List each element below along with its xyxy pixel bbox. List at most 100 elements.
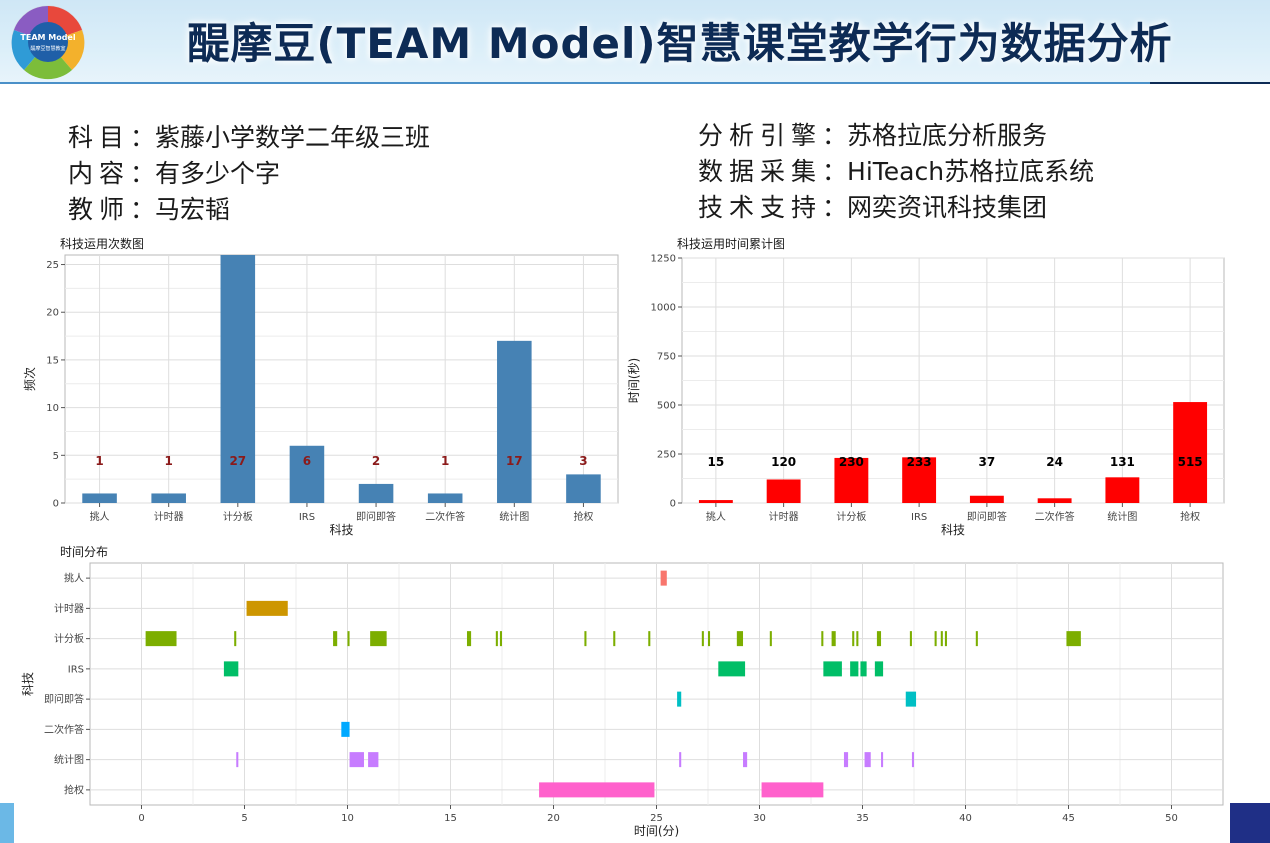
timeline-segment (246, 600, 288, 616)
timeline-segment (333, 631, 338, 647)
data-label: 1 (95, 454, 103, 468)
info-teacher: 教师：马宏韬 (68, 195, 231, 224)
y-tick-label: 计分板 (54, 632, 84, 645)
y-tick-label: 25 (46, 260, 59, 271)
y-tick-label: 挑人 (64, 572, 84, 585)
timeline-segment (701, 631, 704, 647)
timeline-segment (236, 752, 239, 768)
y-tick-label: 750 (657, 352, 676, 363)
data-label: 131 (1110, 455, 1135, 469)
timeline-segment (769, 631, 772, 647)
timeline-segment (856, 631, 859, 647)
header-divider (0, 82, 1270, 84)
x-tick-label: 10 (341, 813, 354, 824)
y-tick-label: 0 (670, 499, 676, 510)
timeline-segment (499, 631, 502, 647)
timeline-segment (743, 752, 748, 768)
data-label: 515 (1178, 455, 1203, 469)
timeline-segment (1066, 631, 1081, 647)
timeline-segment (909, 631, 912, 647)
logo-text-main: TEAM Model (20, 33, 75, 42)
data-label: 37 (979, 455, 996, 469)
info-content: 内容：有多少个字 (68, 159, 281, 188)
timeline-segment (648, 631, 651, 647)
timeline-segment (761, 782, 824, 798)
info-content-value: 有多少个字 (155, 159, 281, 188)
bar (1105, 477, 1140, 503)
x-axis-label: 科技 (329, 523, 353, 537)
bar (902, 457, 937, 503)
timeline-segment (736, 631, 744, 647)
timeline-segment (940, 631, 943, 647)
timeline-segment (341, 721, 350, 737)
y-tick-label: 抢权 (64, 783, 84, 796)
y-tick-label: 250 (657, 450, 676, 461)
timeline-segment (911, 752, 914, 768)
x-tick-label: 即问即答 (967, 510, 1007, 523)
y-tick-label: 统计图 (54, 753, 84, 766)
y-axis-label: 时间(秒) (627, 358, 641, 403)
timeline-segment (349, 752, 364, 768)
timeline-segment (660, 570, 667, 586)
x-tick-label: 二次作答 (425, 510, 465, 523)
timeline-segment (495, 631, 498, 647)
bar (427, 493, 463, 503)
data-label: 230 (839, 455, 864, 469)
info-support-value: 网奕资讯科技集团 (847, 193, 1048, 222)
timeline-segment (821, 631, 824, 647)
data-label: 6 (303, 454, 311, 468)
team-model-logo-icon: TEAM Model 醍摩豆智慧教室 (6, 4, 90, 80)
timeline-segment (718, 661, 746, 677)
info-engine: 分析引擎：苏格拉底分析服务 (698, 121, 1048, 150)
header-banner (0, 0, 1270, 84)
y-axis-label: 科技 (21, 672, 35, 696)
x-tick-label: 45 (1062, 813, 1075, 824)
bar (289, 445, 325, 503)
x-tick-label: 50 (1165, 813, 1178, 824)
bar (834, 457, 869, 503)
bar (497, 340, 532, 503)
bar (151, 493, 186, 503)
x-tick-label: 挑人 (90, 510, 110, 523)
data-label: 24 (1046, 455, 1063, 469)
timeline-segment (944, 631, 947, 647)
data-label: 233 (907, 455, 932, 469)
info-subject-label: 科目 (68, 123, 131, 152)
plot-panel (64, 254, 619, 504)
info-engine-label: 分析引擎 (698, 121, 823, 150)
timeline-segment (708, 631, 711, 647)
bar (1173, 402, 1208, 503)
y-tick-label: 10 (46, 403, 59, 414)
info-teacher-value: 马宏韬 (155, 195, 231, 224)
bar (82, 493, 117, 503)
y-tick-label: 0 (53, 499, 59, 510)
logo-text-sub: 醍摩豆智慧教室 (30, 45, 65, 52)
timeline-segment (975, 631, 978, 647)
timeline-segment (368, 752, 379, 768)
bar (358, 483, 394, 503)
data-label: 27 (229, 454, 246, 468)
bar (566, 474, 601, 503)
y-tick-label: IRS (68, 664, 84, 675)
bar (766, 479, 801, 503)
y-tick-label: 1250 (651, 254, 676, 265)
y-tick-label: 1000 (651, 303, 676, 314)
info-subject-value: 紫藤小学数学二年级三班 (155, 123, 431, 152)
chart-count-title: 科技运用次数图 (60, 237, 145, 251)
x-tick-label: 20 (547, 813, 560, 824)
info-support-label: 技术支持 (698, 193, 823, 222)
timeline-segment (864, 752, 871, 768)
timeline-segment (223, 661, 239, 677)
chart-timeline-title: 时间分布 (60, 545, 109, 559)
y-tick-label: 计时器 (54, 602, 84, 615)
y-axis-label: 频次 (23, 367, 37, 391)
timeline-segment (823, 661, 842, 677)
info-content-label: 内容 (68, 159, 131, 188)
bar (969, 495, 1004, 503)
timeline-segment (934, 631, 937, 647)
y-tick-label: 15 (46, 355, 59, 366)
timeline-segment (881, 752, 884, 768)
info-subject: 科目：紫藤小学数学二年级三班 (68, 123, 431, 152)
decor-left-block (0, 803, 14, 843)
data-label: 15 (708, 455, 725, 469)
